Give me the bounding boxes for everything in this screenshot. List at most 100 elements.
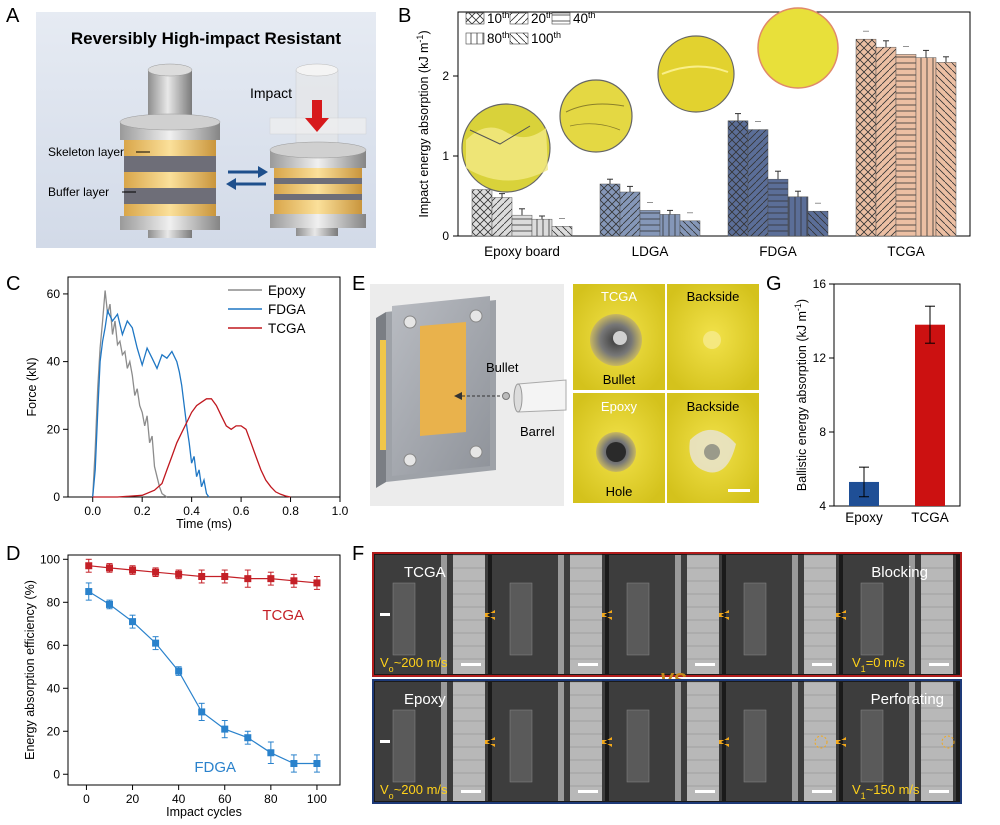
d-ytick-label: 0 <box>53 767 60 781</box>
b-category-label: LDGA <box>632 244 669 259</box>
d-marker <box>129 566 137 574</box>
photo-tcga-label: TCGA <box>601 289 637 304</box>
video-rail <box>792 555 798 674</box>
panel-label-a: A <box>6 5 20 27</box>
video-grid <box>804 682 836 801</box>
ldga-fracture-photo <box>559 79 633 153</box>
video-grid <box>453 555 485 674</box>
video-target <box>509 709 533 783</box>
c-xtick-label: 0.4 <box>183 504 200 518</box>
d-marker <box>105 564 113 572</box>
video-arrow <box>602 737 612 747</box>
b-category-label: Epoxy board <box>484 244 560 259</box>
d-marker <box>267 749 275 757</box>
d-marker <box>175 667 183 675</box>
chart-c-xlabel: Time (ms) <box>176 517 232 531</box>
tcga-front-photo <box>573 284 665 390</box>
d-marker <box>85 588 93 596</box>
scale-bar <box>812 663 832 666</box>
b-legend-label: 80th <box>487 30 510 46</box>
b-bar-pattern <box>768 179 788 236</box>
skeleton-layer-label: Skeleton layer <box>48 145 124 159</box>
chart-d-ylabel: Energy absorption efficiency (%) <box>23 580 37 760</box>
c-xtick-label: 0.6 <box>233 504 250 518</box>
d-marker <box>85 562 93 570</box>
d-marker <box>313 760 321 768</box>
g-ytick-label: 4 <box>819 499 826 513</box>
b-legend-label: 10th <box>487 10 510 26</box>
video-rail <box>441 682 447 801</box>
b-bar-pattern <box>620 192 640 236</box>
b-legend-swatch-pattern <box>510 33 528 44</box>
chart-d-xlabel: Impact cycles <box>166 805 242 819</box>
scale-bar <box>812 790 832 793</box>
d-marker <box>175 570 183 578</box>
video-grid <box>570 555 602 674</box>
panel-e: E Bullet Barrel TCGA Bullet <box>352 273 759 506</box>
g-category-label: Epoxy <box>845 510 883 525</box>
b-bar-pattern <box>876 47 896 237</box>
d-xtick-label: 60 <box>218 792 232 806</box>
b-legend-swatch-pattern <box>466 13 484 24</box>
c-legend-label: TCGA <box>268 321 306 336</box>
scale-bar <box>929 790 949 793</box>
b-ytick-label: 0 <box>442 229 449 243</box>
tcga-fracture-photo <box>757 7 839 89</box>
b-ytick-label: 1 <box>442 149 449 163</box>
buffer-layer-label: Buffer layer <box>48 185 109 199</box>
b-legend-swatch-pattern <box>552 13 570 24</box>
b-bar-pattern <box>936 62 956 237</box>
video-grid <box>921 682 953 801</box>
b-ytick-label: 2 <box>442 69 449 83</box>
d-tcga-label: TCGA <box>262 607 304 624</box>
d-xtick-label: 100 <box>307 792 327 806</box>
b-bar-pattern <box>788 196 808 236</box>
video-rail <box>675 555 681 674</box>
d-ytick-label: 20 <box>47 724 61 738</box>
d-ytick-label: 60 <box>47 638 61 652</box>
panel-label-f: F <box>352 543 364 565</box>
chart-b-ylabel: Impact energy absorption (kJ m-1) <box>415 30 431 217</box>
d-marker <box>244 734 252 742</box>
c-ytick-label: 40 <box>47 355 61 369</box>
panel-c: C Force (kN) Time (ms) 0.0 0.2 0.4 0.6 0.8 1.… <box>6 273 349 531</box>
video-rail <box>909 555 915 674</box>
d-xtick-label: 0 <box>83 792 90 806</box>
panel-b: B Impact energy absorption (kJ m-1) 0 1 2 E… <box>398 5 971 259</box>
c-xtick-label: 0.2 <box>134 504 151 518</box>
video-grid <box>687 555 719 674</box>
b-bar-pattern <box>916 57 936 236</box>
panel-label-g: G <box>766 273 782 295</box>
b-bar-pattern <box>896 54 916 237</box>
c-series-line <box>92 398 291 498</box>
chart-c-frame <box>67 276 341 498</box>
epoxy-fracture-photo <box>461 103 551 193</box>
projectile <box>380 613 390 616</box>
b-legend-label: 40th <box>573 10 596 26</box>
b-legend-label: 100th <box>531 30 561 46</box>
b-bar-pattern <box>472 189 492 236</box>
d-marker <box>244 575 252 583</box>
video-grid <box>453 682 485 801</box>
chart-c-legend: Epoxy FDGA TCGA <box>228 283 306 336</box>
chart-g-ylabel: Ballistic energy absorption (kJ m-1) <box>793 299 809 491</box>
impact-label: Impact <box>250 85 292 101</box>
c-ytick-label: 60 <box>47 287 61 301</box>
d-xtick-label: 20 <box>126 792 140 806</box>
ballistic-setup-drawing <box>376 296 567 488</box>
video-rail <box>441 555 447 674</box>
b-bar-pattern <box>512 215 532 236</box>
video-target <box>743 709 767 783</box>
video-target <box>392 709 416 783</box>
f-top-right-label: Blocking <box>871 564 928 581</box>
c-ytick-label: 0 <box>53 490 60 504</box>
c-series-line <box>92 290 168 498</box>
c-ytick-label: 20 <box>47 422 61 436</box>
d-marker <box>198 572 206 580</box>
sample-stack-right <box>269 63 367 236</box>
epoxy-backside-photo <box>667 393 759 503</box>
f-top-left-label: TCGA <box>404 564 446 581</box>
c-series-line <box>92 308 210 498</box>
reversible-arrows <box>226 166 268 190</box>
video-rail <box>792 682 798 801</box>
